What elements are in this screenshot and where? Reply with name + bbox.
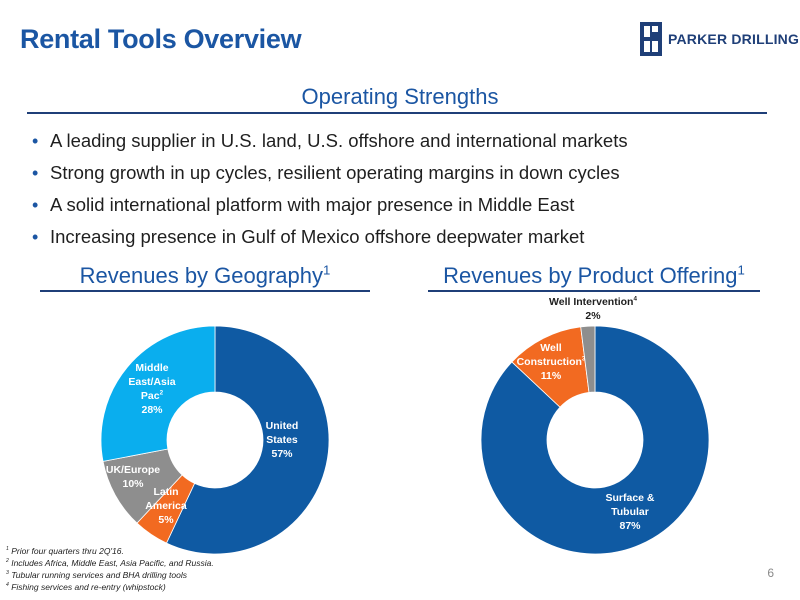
footnote: 2 Includes Africa, Middle East, Asia Pac…	[6, 558, 214, 568]
product-donut-chart	[480, 325, 710, 555]
product-slice-2	[580, 325, 596, 393]
bullet-icon: •	[32, 227, 39, 247]
bullet-icon: •	[32, 163, 39, 183]
prod-label-surface-tubular: Surface & Tubular 87%	[605, 492, 655, 532]
footnotes: 1 Prior four quarters thru 2Q'16. 2 Incl…	[6, 545, 214, 593]
geo-label-uk-europe: UK/Europe 10%	[105, 464, 161, 490]
operating-strengths-heading: Operating Strengths	[301, 84, 499, 109]
strengths-list: • A leading supplier in U.S. land, U.S. o…	[32, 125, 772, 253]
product-heading: Revenues by Product Offering1	[443, 262, 745, 288]
logo-text: PARKER DRILLING	[668, 31, 800, 47]
geo-label-united-states: United States 57%	[265, 420, 299, 460]
bullet-icon: •	[32, 195, 39, 215]
geo-label-latin-america: Latin America 5%	[145, 486, 187, 526]
geography-rule	[40, 290, 370, 292]
company-logo: PARKER DRILLING	[640, 22, 799, 58]
parker-drilling-logo-icon	[640, 22, 662, 56]
operating-strengths-rule	[27, 112, 767, 114]
page-number: 6	[767, 566, 774, 580]
prod-label-well-intervention: Well Intervention4 2%	[549, 295, 637, 322]
bullet-icon: •	[32, 131, 39, 151]
page-title: Rental Tools Overview	[20, 24, 302, 54]
geography-heading: Revenues by Geography1	[79, 262, 331, 288]
geography-slice-0	[165, 325, 330, 555]
strength-item: • A leading supplier in U.S. land, U.S. o…	[32, 125, 772, 157]
product-slice-0	[480, 325, 710, 555]
strength-item: • A solid international platform with maj…	[32, 189, 772, 221]
strength-item: • Increasing presence in Gulf of Mexico o…	[32, 221, 772, 253]
footnote: 3 Tubular running services and BHA drill…	[6, 570, 187, 580]
geography-donut-chart	[100, 325, 330, 555]
footnote: 4 Fishing services and re-entry (whipsto…	[6, 582, 166, 592]
geo-label-middle-east-asia-pac: Middle East/Asia Pac2 28%	[128, 362, 176, 416]
strength-item: • Strong growth in up cycles, resilient o…	[32, 157, 772, 189]
product-rule	[428, 290, 760, 292]
geography-slice-3	[100, 325, 216, 462]
prod-label-well-construction: Well Construction3 11%	[516, 342, 586, 382]
footnote: 1 Prior four quarters thru 2Q'16.	[6, 546, 124, 556]
